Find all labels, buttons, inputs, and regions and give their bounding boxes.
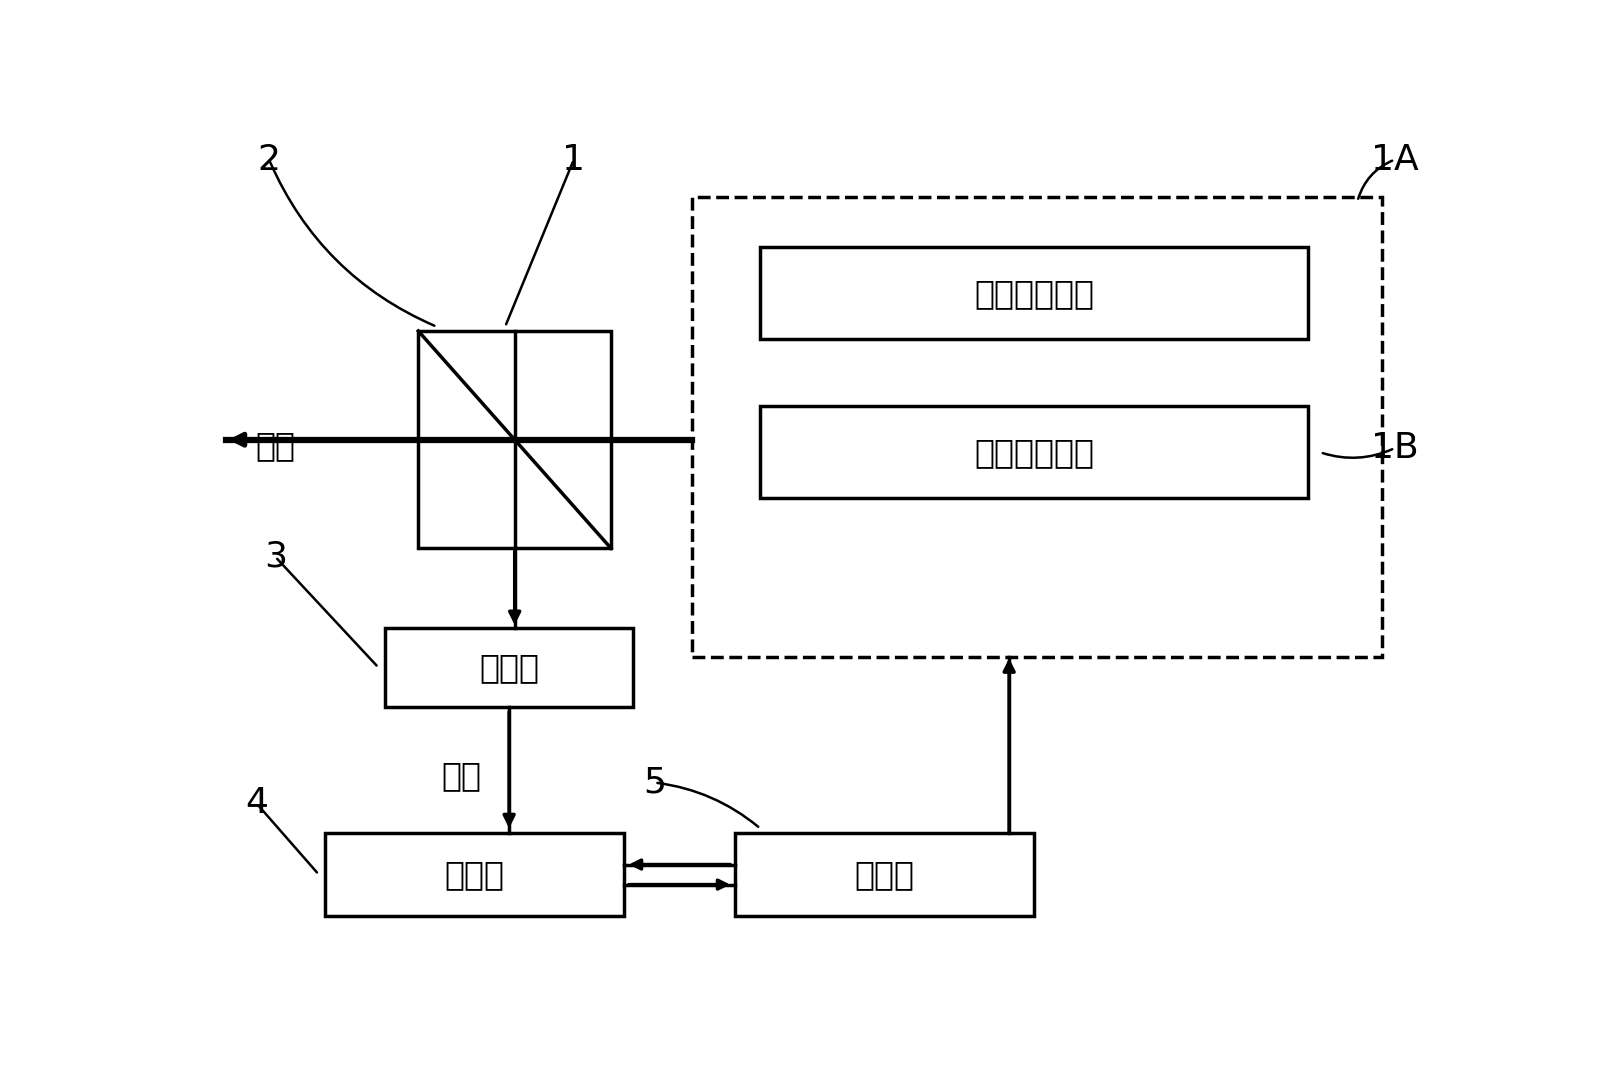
Text: 供体激发光源: 供体激发光源 <box>974 277 1095 310</box>
Bar <box>761 248 1308 339</box>
Bar <box>761 406 1308 498</box>
Text: 通信: 通信 <box>441 759 482 793</box>
Text: 上位机: 上位机 <box>445 858 504 891</box>
Text: 受体激发光源: 受体激发光源 <box>974 435 1095 469</box>
Bar <box>735 833 1034 917</box>
Text: 3: 3 <box>263 540 287 573</box>
Text: 1A: 1A <box>1371 142 1419 177</box>
Bar <box>419 331 612 548</box>
Bar <box>692 198 1382 657</box>
Text: 2: 2 <box>257 142 281 177</box>
Text: 下位机: 下位机 <box>855 858 915 891</box>
Bar <box>324 833 623 917</box>
Text: 5: 5 <box>644 766 666 799</box>
Text: 输出: 输出 <box>255 429 295 462</box>
Text: 探测器: 探测器 <box>480 652 539 684</box>
Text: 1: 1 <box>562 142 586 177</box>
Bar <box>385 628 634 707</box>
Text: 4: 4 <box>246 786 268 821</box>
Text: 1B: 1B <box>1371 431 1419 465</box>
